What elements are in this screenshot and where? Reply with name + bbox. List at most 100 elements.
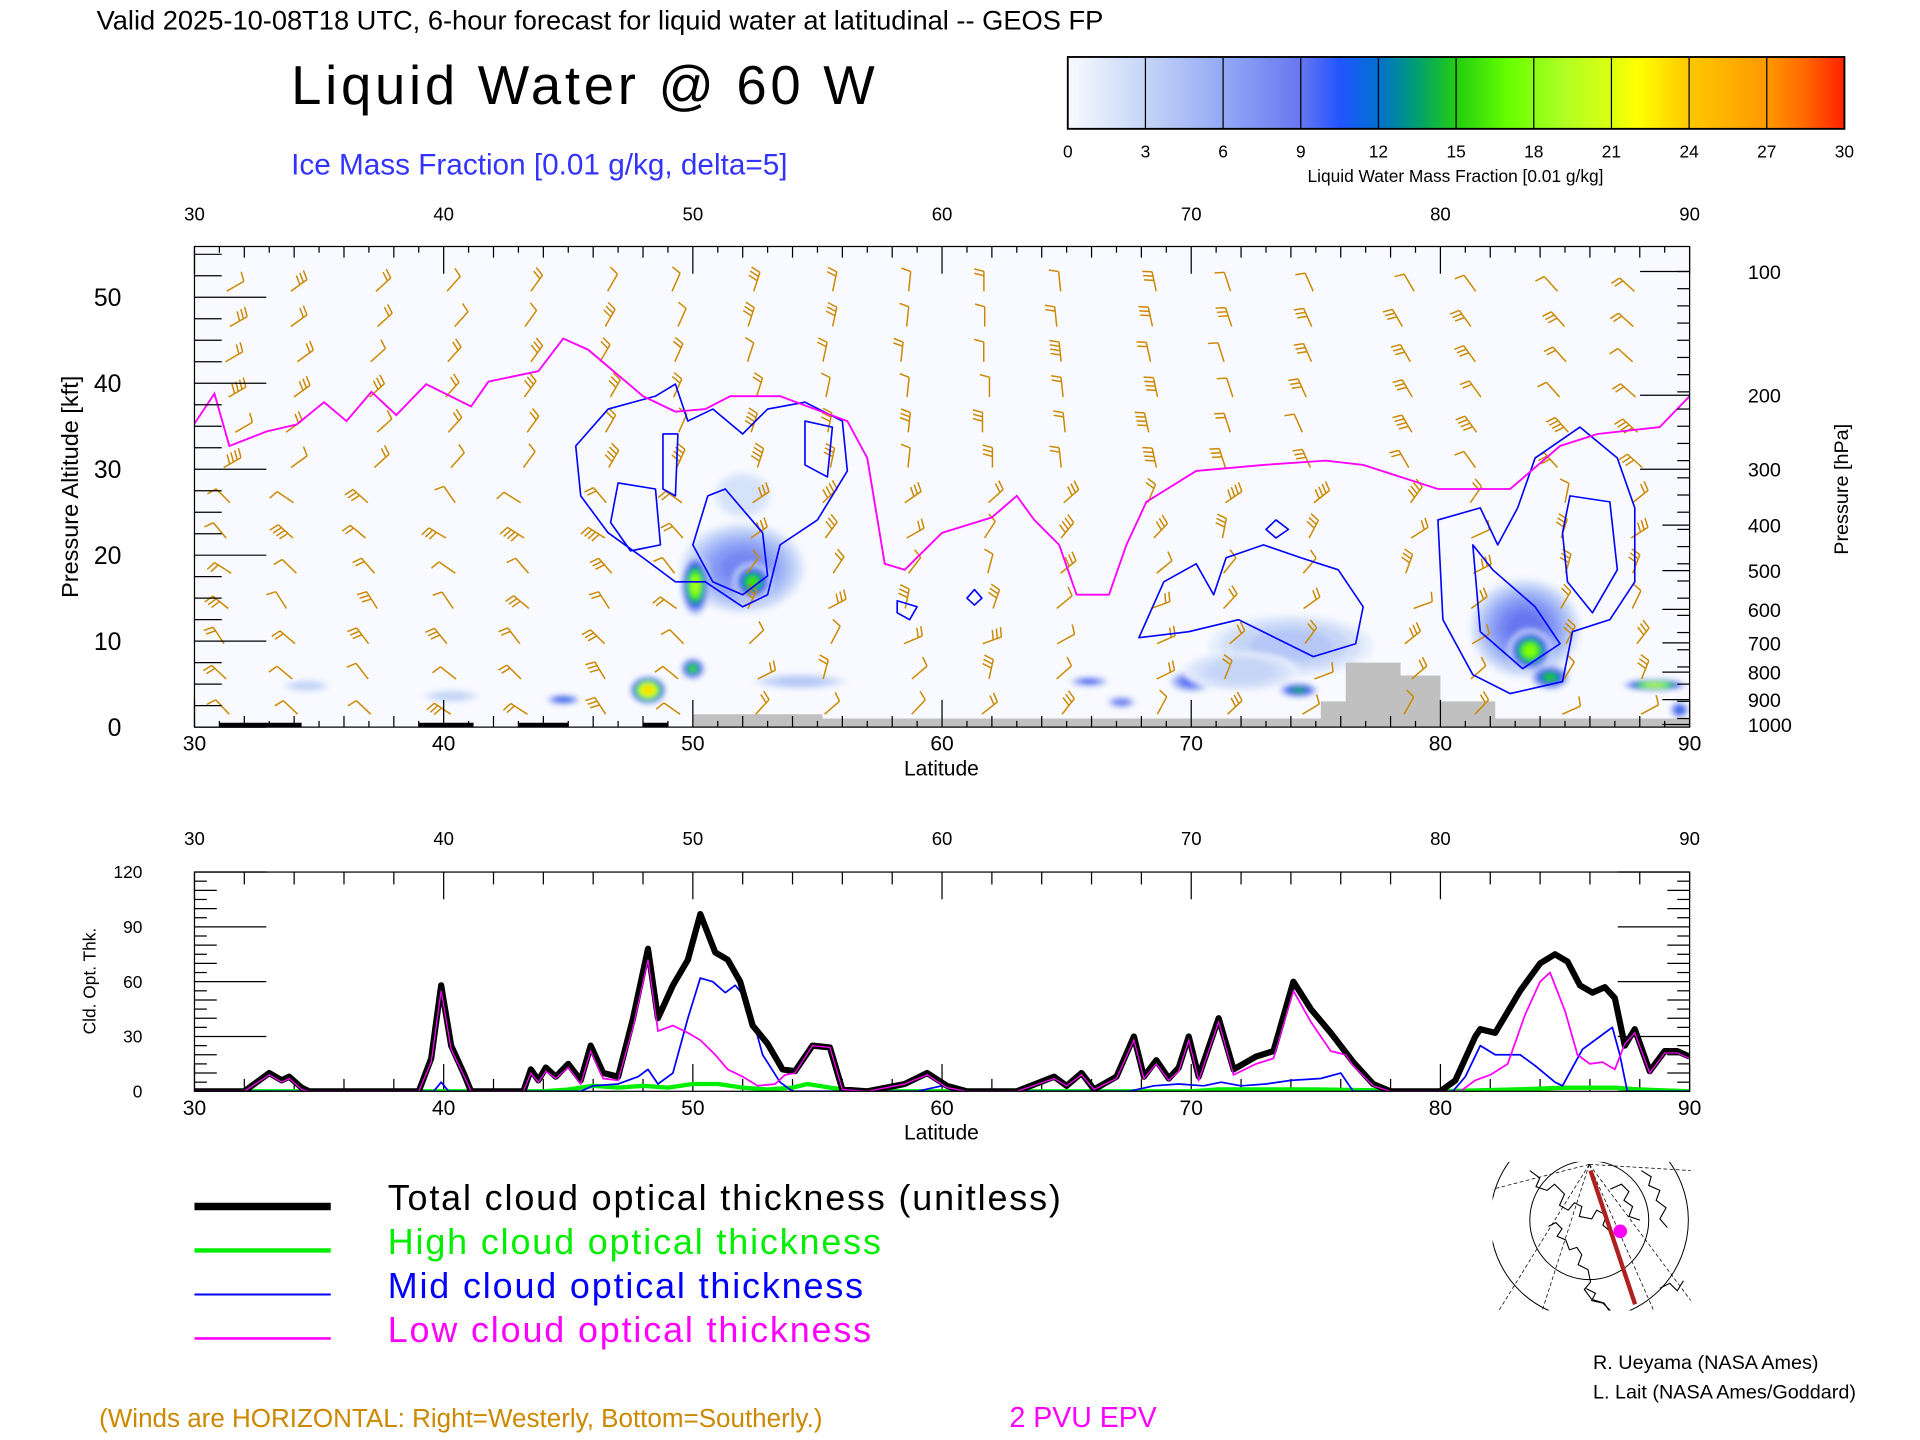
wind-barb bbox=[817, 337, 828, 362]
wind-barb bbox=[653, 556, 676, 574]
pressure-tick-label: 100 bbox=[1748, 262, 1781, 284]
wind-barb bbox=[268, 665, 293, 680]
wind-barb bbox=[496, 491, 522, 504]
y-tick-label: 120 bbox=[114, 862, 143, 882]
epv-legend-label: 2 PVU EPV bbox=[1010, 1402, 1157, 1434]
wind-barb bbox=[672, 336, 684, 363]
wind-barb bbox=[1209, 447, 1227, 468]
wind-barb bbox=[1215, 513, 1228, 539]
wind-barb bbox=[376, 409, 393, 433]
wind-barb bbox=[901, 267, 912, 292]
liquid-water-blob bbox=[1106, 696, 1137, 709]
y-tick-label: 0 bbox=[133, 1081, 143, 1101]
wind-barb bbox=[269, 491, 294, 504]
liquid-water-blob bbox=[1069, 676, 1109, 687]
wind-barb bbox=[1413, 591, 1433, 610]
x-tick-label: 30 bbox=[183, 733, 206, 756]
wind-barb bbox=[234, 412, 254, 433]
wind-barb bbox=[1156, 551, 1173, 574]
colorbar-tick-label: 12 bbox=[1369, 141, 1388, 161]
colorbar-tick-label: 9 bbox=[1296, 141, 1306, 161]
valid-time-title: Valid 2025-10-08T18 UTC, 6-hour forecast… bbox=[97, 5, 1104, 36]
colorbar-tick-label: 27 bbox=[1757, 141, 1776, 161]
wind-barb bbox=[425, 627, 448, 645]
wind-barb bbox=[1543, 346, 1567, 363]
wind-barb bbox=[271, 630, 296, 645]
wind-barb bbox=[426, 702, 452, 716]
wind-barb bbox=[206, 699, 230, 715]
wind-barb bbox=[1222, 654, 1233, 680]
colorbar-tick-label: 0 bbox=[1063, 141, 1073, 161]
wind-barb bbox=[296, 340, 315, 363]
liquid-water-blob bbox=[1278, 682, 1318, 698]
wind-barb bbox=[1389, 449, 1410, 468]
pressure-tick-label: 700 bbox=[1748, 633, 1781, 655]
wind-barb bbox=[1306, 513, 1319, 539]
wind-barb bbox=[341, 524, 366, 539]
wind-barb bbox=[1049, 339, 1062, 362]
wind-barb bbox=[1454, 274, 1477, 292]
wind-barb bbox=[899, 302, 910, 327]
wind-barb bbox=[1449, 309, 1472, 327]
wind-barb bbox=[1563, 654, 1575, 680]
wind-barb bbox=[1454, 450, 1477, 468]
wind-barb bbox=[269, 524, 294, 540]
pressure-tick-label: 1000 bbox=[1748, 715, 1792, 737]
wind-barb bbox=[1150, 591, 1171, 610]
wind-barb bbox=[580, 526, 606, 542]
wind-barb bbox=[606, 266, 619, 292]
wind-barb bbox=[830, 618, 841, 645]
wind-barb bbox=[988, 583, 1001, 609]
wind-barb bbox=[1215, 306, 1233, 327]
wind-barb bbox=[1313, 481, 1331, 504]
wind-barb bbox=[911, 656, 928, 680]
wind-barb bbox=[1056, 624, 1076, 645]
wind-barb bbox=[608, 372, 621, 398]
x-tick-label-top: 90 bbox=[1679, 828, 1700, 849]
wind-barb bbox=[1470, 656, 1487, 680]
wind-barb bbox=[1392, 414, 1413, 433]
x-tick-label: 80 bbox=[1429, 733, 1452, 756]
map-meridians bbox=[1492, 1164, 1691, 1311]
x-tick-label-top: 60 bbox=[932, 203, 953, 224]
ice-contour bbox=[1472, 544, 1561, 670]
legend: Total cloud optical thickness (unitless)… bbox=[194, 1177, 1061, 1350]
colorbar-tick-label: 30 bbox=[1835, 141, 1854, 161]
wind-barb bbox=[1392, 379, 1413, 398]
series-line-high bbox=[194, 1081, 1690, 1092]
wind-barb bbox=[1284, 413, 1304, 433]
wind-barb bbox=[1222, 549, 1237, 574]
plot-frame bbox=[193, 871, 1691, 1092]
pressure-tick-label: 800 bbox=[1748, 663, 1781, 685]
wind-barb bbox=[1061, 690, 1075, 715]
ice-contour bbox=[804, 420, 834, 478]
wind-barb bbox=[370, 339, 387, 363]
wind-barb bbox=[369, 374, 386, 398]
ice-contour bbox=[1265, 519, 1290, 539]
wind-barb bbox=[742, 301, 755, 327]
wind-barb bbox=[1537, 381, 1561, 398]
ice-contour bbox=[662, 433, 679, 497]
wind-barb bbox=[1053, 410, 1066, 433]
credit-ueyama: R. Ueyama (NASA Ames) bbox=[1593, 1352, 1819, 1374]
wind-barb bbox=[1562, 696, 1582, 715]
wind-barb bbox=[421, 527, 447, 540]
wind-barb bbox=[982, 654, 994, 680]
wind-barb bbox=[447, 338, 462, 363]
series-line-low-overlay bbox=[194, 959, 1690, 1092]
wind-barb bbox=[660, 628, 685, 645]
wind-barb bbox=[973, 338, 985, 362]
wind-barb bbox=[899, 408, 912, 433]
wind-barb bbox=[904, 481, 922, 504]
x-tick-label-top: 40 bbox=[433, 828, 454, 849]
wind-barb bbox=[498, 627, 521, 645]
track-location-marker bbox=[1613, 1224, 1628, 1239]
colorbar-tick-label: 3 bbox=[1141, 141, 1151, 161]
wind-barb bbox=[982, 626, 1003, 645]
wind-barb bbox=[588, 591, 610, 609]
ice-subtitle: Ice Mass Fraction [0.01 g/kg, delta=5] bbox=[291, 149, 787, 182]
wind-barb bbox=[1142, 270, 1157, 292]
wind-barb bbox=[1293, 307, 1313, 327]
wind-barb bbox=[1044, 304, 1058, 327]
